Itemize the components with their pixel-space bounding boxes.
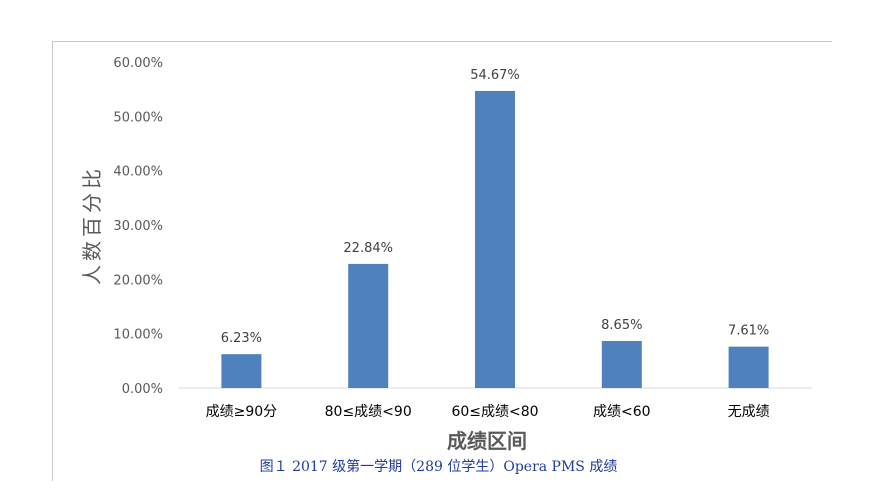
y-tick-label: 40.00%: [113, 165, 163, 180]
bar-value-label: 22.84%: [343, 241, 393, 256]
x-axis-title: 成绩区间: [447, 429, 527, 453]
bar: [348, 263, 389, 388]
bar: [601, 341, 642, 388]
figure-caption: 图１ 2017 级第一学期（289 位学生）Opera PMS 成绩: [259, 459, 618, 475]
y-tick-label: 30.00%: [113, 219, 163, 234]
bar: [221, 354, 262, 388]
x-tick-label: 60≤成绩<80: [451, 404, 538, 420]
bar: [728, 346, 769, 388]
y-axis-ticks: 0.00% 10.00% 20.00% 30.00% 40.00% 50.00% 60.00…: [113, 56, 163, 397]
chart-frame: [52, 41, 832, 481]
y-tick-label: 20.00%: [113, 273, 163, 288]
bar-value-label: 6.23%: [221, 331, 262, 346]
bar-value-label: 8.65%: [601, 318, 642, 333]
y-tick-label: 0.00%: [122, 382, 163, 397]
y-tick-label: 50.00%: [113, 110, 163, 125]
bar-value-label: 54.67%: [470, 68, 520, 83]
bars: [221, 90, 769, 389]
bar: [475, 90, 515, 389]
x-tick-label: 80≤成绩<90: [325, 404, 412, 420]
category-labels: 成绩≥90分 80≤成绩<90 60≤成绩<80 成绩<60 无成绩: [206, 404, 770, 420]
bar-value-label: 7.61%: [728, 324, 769, 339]
x-tick-label: 成绩<60: [593, 404, 651, 420]
x-tick-label: 成绩≥90分: [206, 404, 278, 420]
y-tick-label: 60.00%: [113, 56, 163, 71]
data-labels: 6.23% 22.84% 54.67% 8.65% 7.61%: [221, 68, 770, 346]
y-tick-label: 10.00%: [113, 328, 163, 343]
x-tick-label: 无成绩: [728, 404, 770, 420]
y-axis-title: 人数百分比: [80, 165, 104, 285]
